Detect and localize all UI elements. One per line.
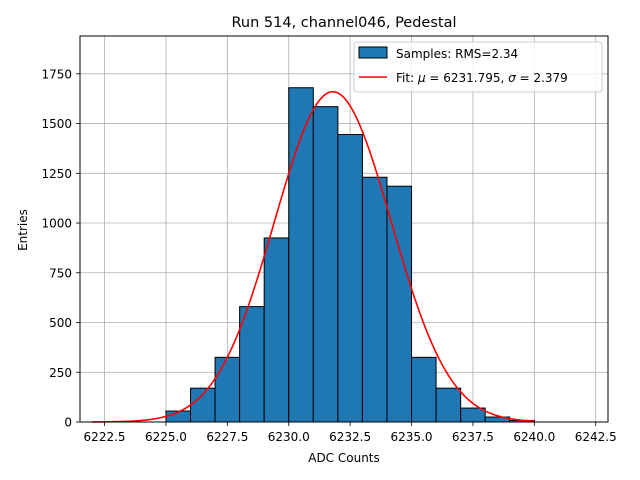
y-axis-label: Entries xyxy=(16,209,30,251)
histogram-bar xyxy=(361,176,388,423)
x-tick-label: 6237.5 xyxy=(452,430,494,444)
y-tick-label: 1000 xyxy=(41,217,72,231)
legend-box xyxy=(353,41,603,93)
x-tick-label: 6232.5 xyxy=(329,430,371,444)
histogram-bar xyxy=(435,387,462,423)
plot-frame xyxy=(79,35,609,423)
y-tick-label: 750 xyxy=(49,266,72,280)
x-tick-label: 6235.0 xyxy=(391,430,433,444)
fit-curve-line xyxy=(92,90,535,423)
y-tick-label: 0 xyxy=(64,416,72,430)
x-tick-label: 6222.5 xyxy=(84,430,126,444)
y-tick-label: 1500 xyxy=(41,117,72,131)
legend-samples-label: Samples: RMS=2.34 xyxy=(396,47,518,61)
x-tick-label: 6242.5 xyxy=(575,430,617,444)
legend-samples-swatch xyxy=(358,46,388,59)
y-tick-label: 500 xyxy=(49,316,72,330)
histogram-bar xyxy=(239,306,265,423)
histogram-bar xyxy=(460,407,486,423)
x-tick-label: 6225.0 xyxy=(145,430,187,444)
x-tick-label: 6240.0 xyxy=(513,430,555,444)
x-axis-ticks: 6222.5 6225.0 6227.5 6230.0 6232.5 6235.0 6237… xyxy=(84,422,617,444)
y-tick-label: 250 xyxy=(49,366,72,380)
x-tick-label: 6227.5 xyxy=(206,430,248,444)
histogram-bar xyxy=(386,185,413,423)
legend: Samples: RMS=2.34 Fit: μ = 6231.795, σ =… xyxy=(353,41,603,93)
histogram-bar xyxy=(411,356,437,423)
histogram-bar xyxy=(214,356,241,423)
chart-title: Run 514, channel046, Pedestal xyxy=(231,15,456,31)
x-tick-label: 6230.0 xyxy=(268,430,310,444)
y-axis-ticks: 0 250 500 750 1000 1250 1500 1750 xyxy=(41,67,80,430)
legend-fit-label: Fit: μ = 6231.795, σ = 2.379 xyxy=(396,71,568,85)
y-tick-label: 1250 xyxy=(41,167,72,181)
x-axis-label: ADC Counts xyxy=(308,451,380,465)
histogram-bar xyxy=(337,133,363,423)
fit-curve xyxy=(92,90,535,423)
y-tick-label: 1750 xyxy=(41,67,72,81)
histogram-bar xyxy=(312,106,339,423)
histogram-bar xyxy=(263,237,290,423)
histogram-bar xyxy=(288,87,314,423)
